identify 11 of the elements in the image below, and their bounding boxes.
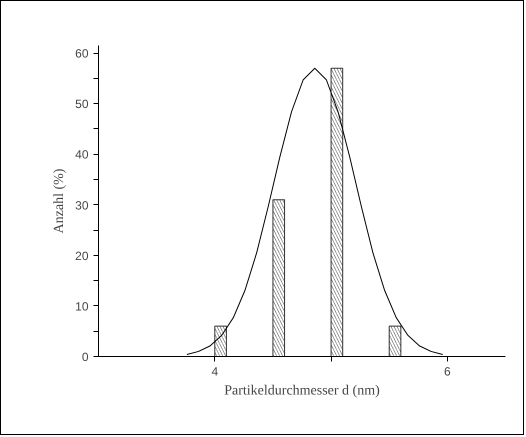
x-tick-label: 4	[211, 364, 218, 378]
y-tick-label: 10	[75, 299, 89, 314]
y-tick-label: 40	[75, 148, 89, 162]
y-tick-label: 60	[75, 46, 89, 61]
x-tick-label: 6	[444, 364, 452, 378]
x-axis-title: Partikeldurchmesser d (nm)	[224, 384, 380, 398]
y-tick-label: 50	[75, 97, 89, 112]
y-tick-label: 20	[75, 248, 89, 263]
y-axis-title: Anzahl (%)	[52, 168, 68, 234]
y-tick-label: 0	[82, 350, 89, 364]
y-tick-label: 30	[75, 198, 89, 212]
